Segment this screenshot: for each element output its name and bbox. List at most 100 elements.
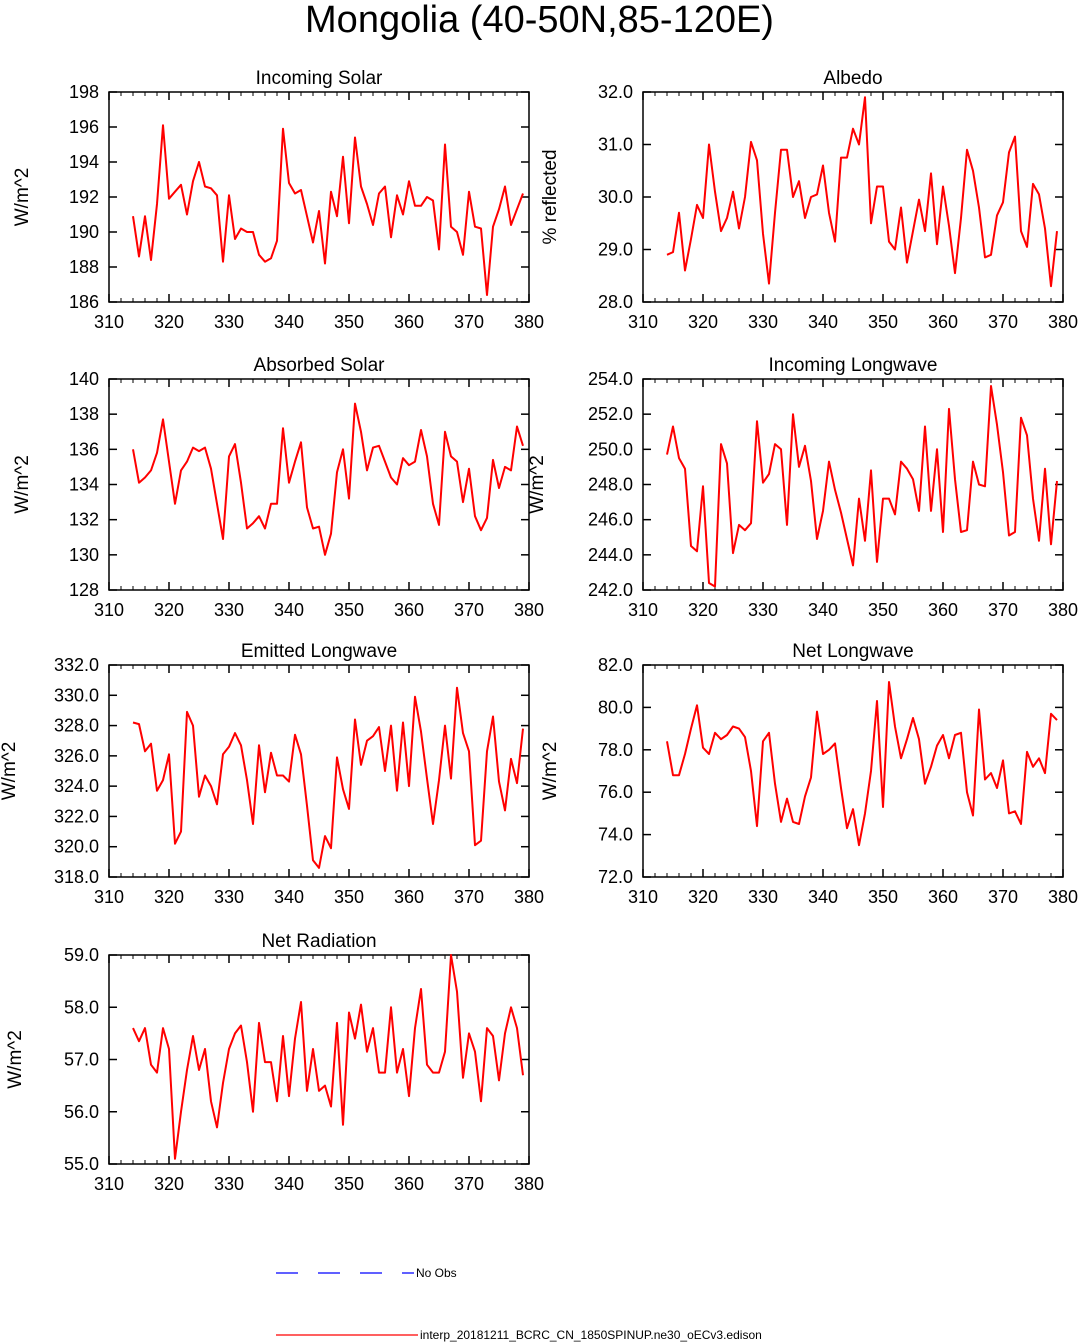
- x-tick-label: 330: [748, 600, 778, 620]
- y-tick-label: 252.0: [588, 404, 633, 424]
- panel-title: Albedo: [823, 68, 882, 89]
- y-tick-label: 29.0: [598, 240, 633, 260]
- y-tick-label: 198: [69, 82, 99, 102]
- x-tick-label: 320: [154, 887, 184, 907]
- x-tick-label: 330: [214, 887, 244, 907]
- x-tick-label: 350: [334, 887, 364, 907]
- x-tick-label: 380: [514, 887, 544, 907]
- x-tick-label: 350: [334, 1174, 364, 1194]
- x-tick-label: 360: [928, 600, 958, 620]
- plot-frame: [108, 664, 530, 878]
- legend-label-model: interp_20181211_BCRC_CN_1850SPINUP.ne30_…: [420, 1328, 762, 1342]
- panel-title: Absorbed Solar: [254, 355, 386, 376]
- y-tick-label: 328.0: [54, 716, 99, 736]
- y-tick-label: 136: [69, 439, 99, 459]
- x-tick-label: 330: [748, 312, 778, 332]
- x-tick-label: 350: [868, 312, 898, 332]
- y-tick-label: 196: [69, 117, 99, 137]
- x-tick-label: 360: [394, 887, 424, 907]
- y-tick-label: 55.0: [64, 1154, 99, 1174]
- panel-title: Emitted Longwave: [241, 641, 397, 662]
- x-tick-label: 310: [628, 600, 658, 620]
- y-tick-label: 244.0: [588, 545, 633, 565]
- y-tick-label: 76.0: [598, 782, 633, 802]
- x-tick-label: 380: [514, 1174, 544, 1194]
- series-line: [132, 954, 524, 1160]
- y-tick-label: 132: [69, 510, 99, 530]
- y-tick-label: 188: [69, 257, 99, 277]
- y-tick-label: 58.0: [64, 997, 99, 1017]
- y-tick-label: 246.0: [588, 510, 633, 530]
- y-tick-label: 128: [69, 580, 99, 600]
- x-tick-label: 360: [394, 312, 424, 332]
- y-tick-label: 318.0: [54, 867, 99, 887]
- y-tick-label: 140: [69, 369, 99, 389]
- y-tick-label: 57.0: [64, 1050, 99, 1070]
- x-tick-label: 380: [1048, 600, 1078, 620]
- series-line: [132, 124, 524, 296]
- plot-frame: [108, 91, 530, 303]
- x-tick-label: 340: [808, 887, 838, 907]
- figure-title: Mongolia (40-50N,85-120E): [305, 0, 774, 41]
- x-tick-label: 330: [214, 600, 244, 620]
- x-tick-label: 380: [1048, 887, 1078, 907]
- panel-emitted-longwave: Emitted Longwave 310 320 330 340 350 360 370 380…: [0, 641, 544, 907]
- y-tick-label: 138: [69, 404, 99, 424]
- x-tick-label: 330: [214, 1174, 244, 1194]
- x-tick-label: 370: [454, 600, 484, 620]
- x-tick-label: 320: [154, 600, 184, 620]
- panel-incoming-solar: Incoming Solar 310 320 330 340 350 360 370 380 18…: [12, 68, 544, 332]
- y-tick-label: 254.0: [588, 369, 633, 389]
- x-tick-label: 360: [394, 1174, 424, 1194]
- plot-frame: [642, 664, 1064, 878]
- y-tick-label: 30.0: [598, 187, 633, 207]
- x-tick-label: 330: [214, 312, 244, 332]
- x-tick-label: 350: [868, 600, 898, 620]
- y-axis-label: W/m^2: [527, 455, 548, 514]
- panel-albedo: Albedo 310 320 330 340 350 360 370 380 28.0 29.0 30…: [540, 68, 1078, 332]
- x-tick-label: 370: [454, 312, 484, 332]
- plot-frame: [642, 91, 1064, 303]
- y-tick-label: 28.0: [598, 292, 633, 312]
- x-tick-label: 340: [274, 1174, 304, 1194]
- x-tick-label: 370: [988, 887, 1018, 907]
- y-tick-label: 31.0: [598, 135, 633, 155]
- x-tick-label: 350: [334, 312, 364, 332]
- x-tick-label: 320: [154, 312, 184, 332]
- x-tick-label: 370: [988, 312, 1018, 332]
- y-tick-label: 322.0: [54, 806, 99, 826]
- y-tick-label: 56.0: [64, 1102, 99, 1122]
- series-line: [666, 681, 1058, 847]
- y-tick-label: 190: [69, 222, 99, 242]
- x-tick-label: 360: [928, 312, 958, 332]
- x-tick-label: 340: [808, 600, 838, 620]
- panel-net-radiation: Net Radiation 310 320 330 340 350 360 370 380 55.…: [5, 931, 544, 1194]
- x-tick-label: 310: [94, 600, 124, 620]
- y-tick-label: 130: [69, 545, 99, 565]
- y-tick-label: 59.0: [64, 945, 99, 965]
- y-tick-label: 72.0: [598, 867, 633, 887]
- y-tick-label: 320.0: [54, 837, 99, 857]
- y-tick-label: 332.0: [54, 655, 99, 675]
- y-axis-label: W/m^2: [540, 742, 561, 801]
- panel-title: Incoming Longwave: [769, 355, 938, 376]
- y-tick-label: 186: [69, 292, 99, 312]
- series-line: [132, 686, 524, 869]
- x-tick-label: 370: [454, 887, 484, 907]
- x-tick-label: 360: [394, 600, 424, 620]
- panel-title: Net Longwave: [792, 641, 913, 662]
- legend: No Obs interp_20181211_BCRC_CN_1850SPINUP…: [276, 1266, 762, 1342]
- x-tick-label: 340: [274, 312, 304, 332]
- y-axis-label: W/m^2: [0, 742, 20, 801]
- x-tick-label: 360: [928, 887, 958, 907]
- panel-title: Net Radiation: [261, 931, 376, 952]
- x-tick-label: 340: [274, 887, 304, 907]
- x-tick-label: 310: [628, 887, 658, 907]
- series-line: [666, 385, 1058, 588]
- y-tick-label: 248.0: [588, 475, 633, 495]
- y-axis-label: % reflected: [540, 149, 561, 244]
- legend-label-no-obs: No Obs: [416, 1266, 457, 1280]
- x-tick-label: 370: [988, 600, 1018, 620]
- x-tick-label: 350: [868, 887, 898, 907]
- y-tick-label: 194: [69, 152, 99, 172]
